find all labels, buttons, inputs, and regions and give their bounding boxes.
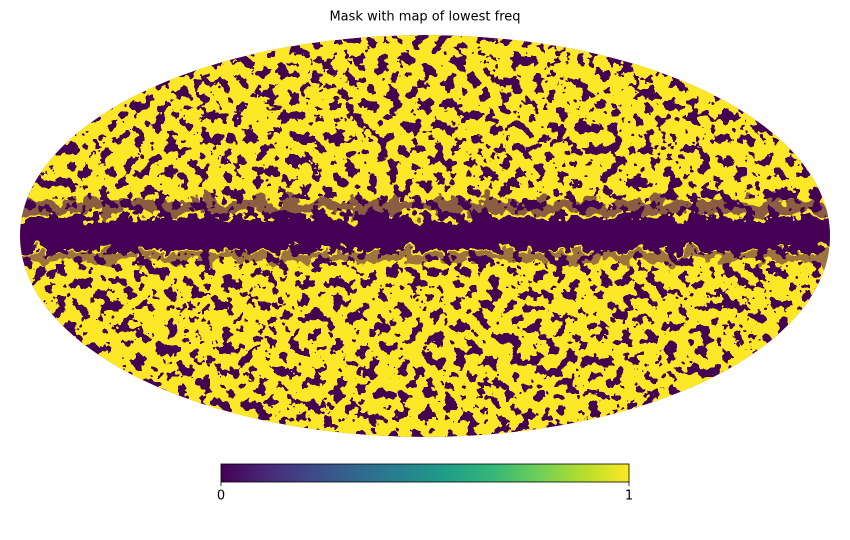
chart-title: Mask with map of lowest freq: [329, 10, 520, 25]
colorbar: [220, 463, 630, 483]
colorbar-tick-label: 1: [625, 489, 633, 504]
sky-map: [20, 35, 830, 437]
galactic-band: [20, 200, 830, 262]
colorbar-tick-label: 0: [217, 489, 225, 504]
